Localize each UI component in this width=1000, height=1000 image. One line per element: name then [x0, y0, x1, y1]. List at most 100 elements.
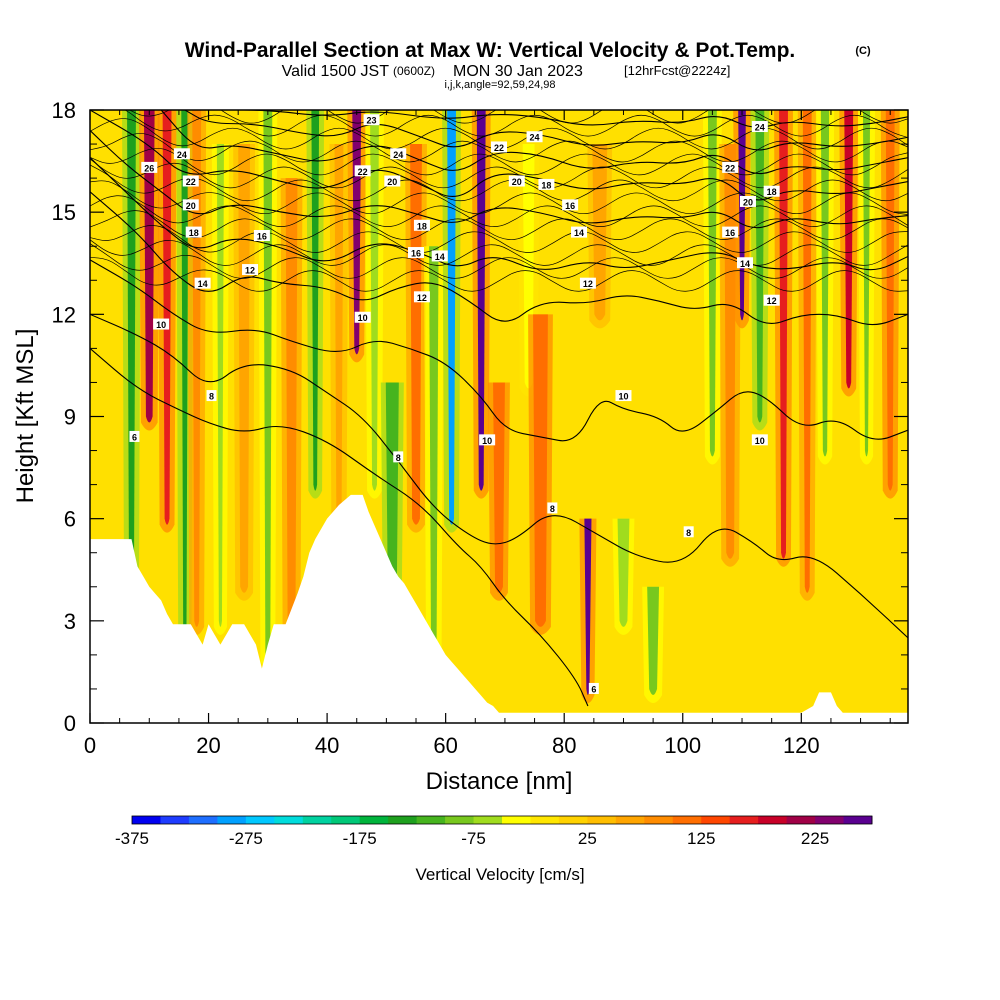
theta-label-8: 8	[393, 451, 404, 463]
colorbar-swatch	[302, 816, 332, 824]
theta-label-16: 16	[722, 226, 739, 238]
w-band	[238, 144, 251, 593]
colorbar-swatch	[502, 816, 531, 824]
theta-label-12: 12	[579, 277, 596, 289]
w-band	[285, 178, 298, 627]
theta-label-text: 10	[358, 313, 368, 323]
theta-label-23: 23	[363, 114, 380, 126]
theta-label-text: 24	[393, 150, 403, 160]
theta-label-box	[354, 311, 371, 323]
y-tick-label: 0	[64, 711, 76, 736]
theta-label-box	[491, 141, 507, 153]
theta-label-box	[722, 161, 739, 173]
subtitle-ijk: i,j,k,angle=92,59,24,98	[444, 79, 555, 91]
w-band	[370, 110, 379, 491]
theta-label-text: 14	[435, 252, 445, 262]
theta-contour-22	[184, 110, 908, 151]
theta-label-text: 8	[686, 528, 691, 538]
theta-label-box	[393, 451, 404, 463]
w-band	[647, 586, 660, 695]
theta-label-text: 18	[417, 221, 427, 231]
theta-label-10: 10	[615, 390, 632, 402]
theta-label-box	[173, 148, 190, 160]
theta-label-10: 10	[751, 434, 768, 446]
theta-contour-minor	[90, 243, 908, 279]
w-band	[820, 110, 830, 457]
theta-label-24: 24	[526, 131, 543, 143]
w-band	[493, 382, 505, 593]
theta-label-24: 24	[173, 148, 190, 160]
colorbar-swatch	[758, 816, 788, 824]
theta-label-text: 26	[144, 163, 154, 173]
w-band	[724, 144, 737, 559]
w-band	[617, 518, 630, 627]
theta-label-box	[588, 682, 599, 694]
theta-label-box	[413, 219, 430, 231]
theta-contour-minor	[90, 180, 908, 215]
theta-label-text: 20	[512, 177, 522, 187]
colorbar-swatch	[473, 816, 503, 824]
theta-label-6: 6	[588, 682, 599, 694]
theta-label-text: 8	[209, 392, 214, 402]
y-tick-label: 18	[52, 98, 76, 123]
theta-label-text: 10	[482, 436, 492, 446]
theta-contour-minor	[90, 195, 908, 227]
theta-label-text: 22	[358, 167, 368, 177]
colorbar-swatch	[530, 816, 560, 824]
colorbar-swatch	[843, 816, 873, 824]
terrain-mask	[90, 494, 908, 723]
x-tick-label: 80	[552, 733, 576, 758]
theta-contours	[90, 110, 908, 707]
theta-label-text: 12	[583, 279, 593, 289]
w-band	[447, 110, 457, 525]
theta-label-text: 23	[367, 116, 377, 126]
colorbar-tick-label: -175	[343, 829, 377, 848]
theta-contour-minor	[90, 133, 908, 163]
colorbar-swatch	[445, 816, 475, 824]
x-tick-label: 0	[84, 733, 96, 758]
theta-label-box	[384, 175, 401, 187]
theta-label-box	[182, 199, 199, 211]
subtitle-date: MON 30 Jan 2023	[453, 63, 583, 80]
theta-contour-6	[90, 347, 589, 707]
colorbar-swatch	[587, 816, 617, 824]
colorbar-swatch	[388, 816, 418, 824]
colorbar-tick-label: -375	[115, 829, 149, 848]
theta-label-18: 18	[185, 226, 202, 238]
colorbar	[131, 815, 873, 825]
w-band	[410, 144, 422, 525]
colorbar-swatch	[786, 816, 816, 824]
theta-label-box	[413, 291, 430, 303]
theta-label-text: 12	[417, 293, 427, 303]
theta-label-20: 20	[182, 199, 199, 211]
theta-contour-12	[90, 191, 908, 326]
x-tick-label: 20	[196, 733, 220, 758]
theta-label-8: 8	[206, 390, 217, 402]
theta-label-box	[508, 175, 525, 187]
theta-label-text: 22	[186, 177, 196, 187]
x-axis: 0 20 40 60 80 100 120	[84, 110, 891, 758]
theta-contour-minor	[124, 110, 908, 138]
theta-label-text: 20	[743, 197, 753, 207]
theta-label-box	[408, 247, 425, 259]
theta-label-text: 14	[740, 259, 750, 269]
colorbar-swatch	[217, 816, 247, 824]
w-band	[429, 246, 439, 661]
theta-contour-18	[90, 110, 908, 201]
subtitle-valid: Valid 1500 JST	[282, 63, 390, 80]
theta-label-16: 16	[408, 247, 425, 259]
theta-label-text: 18	[189, 228, 199, 238]
theta-label-26: 26	[141, 161, 158, 173]
theta-label-box	[479, 434, 496, 446]
theta-label-text: 12	[245, 266, 255, 276]
theta-contour-8	[90, 313, 908, 639]
y-tick-label: 6	[64, 507, 76, 532]
w-band	[311, 110, 320, 491]
colorbar-swatch	[331, 816, 361, 824]
theta-contour-minor	[90, 164, 908, 202]
w-band	[885, 110, 895, 491]
theta-contour-14	[90, 157, 908, 271]
theta-label-text: 14	[574, 228, 584, 238]
colorbar-swatch	[672, 816, 702, 824]
